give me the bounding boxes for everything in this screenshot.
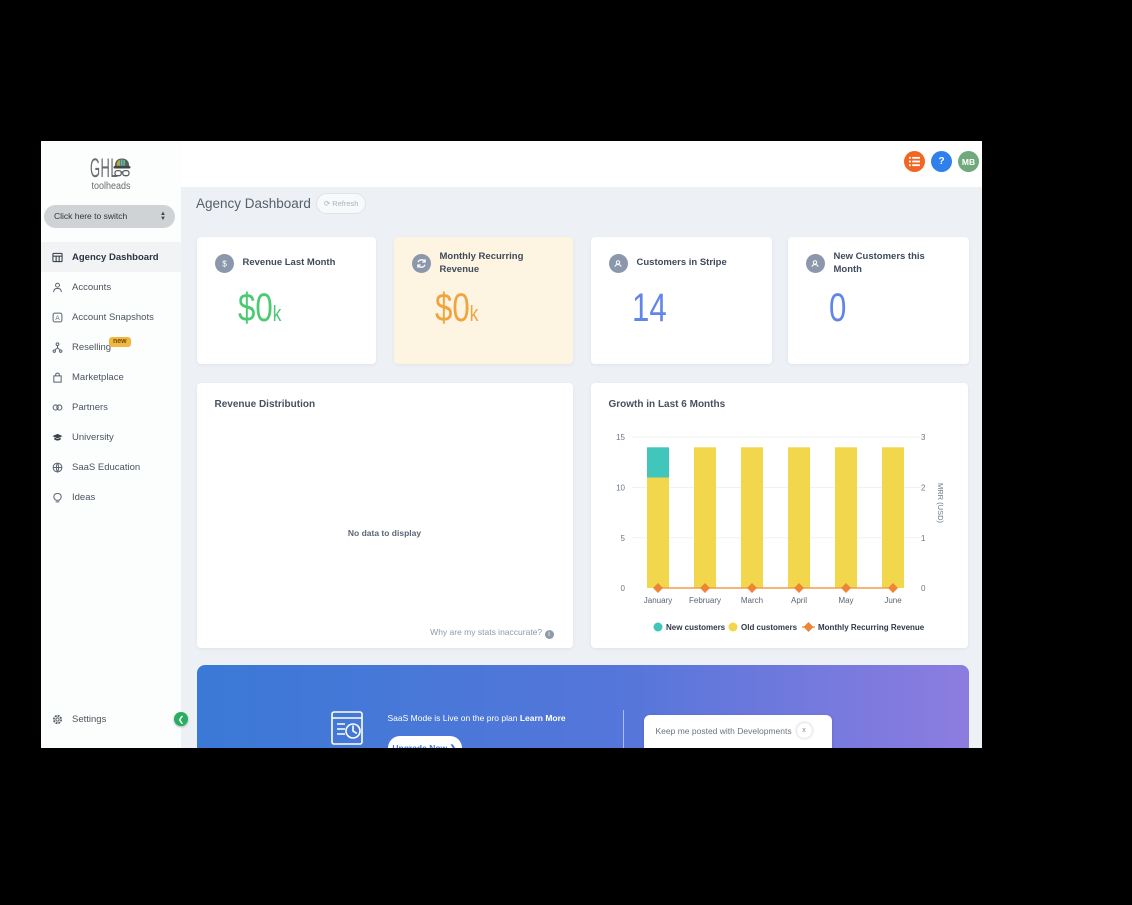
svg-text:2: 2 (921, 483, 926, 492)
svg-text:New customers: New customers (666, 623, 726, 632)
svg-text:March: March (740, 596, 762, 605)
svg-text:April: April (790, 596, 806, 605)
svg-text:$: $ (222, 260, 227, 269)
svg-text:Old customers: Old customers (741, 623, 798, 632)
svg-text:February: February (688, 596, 720, 605)
svg-text:MRR (USD): MRR (USD) (936, 483, 945, 523)
svg-text:5: 5 (620, 534, 625, 543)
svg-text:0: 0 (921, 584, 926, 593)
svg-text:January: January (643, 596, 671, 605)
svg-text:May: May (838, 596, 853, 605)
svg-text:1: 1 (921, 534, 926, 543)
svg-text:June: June (884, 596, 902, 605)
svg-text:3: 3 (921, 433, 926, 442)
svg-text:15: 15 (616, 433, 625, 442)
svg-text:10: 10 (616, 483, 625, 492)
svg-text:Monthly Recurring Revenue: Monthly Recurring Revenue (818, 623, 925, 632)
svg-text:A: A (55, 314, 60, 321)
svg-text:0: 0 (620, 584, 625, 593)
